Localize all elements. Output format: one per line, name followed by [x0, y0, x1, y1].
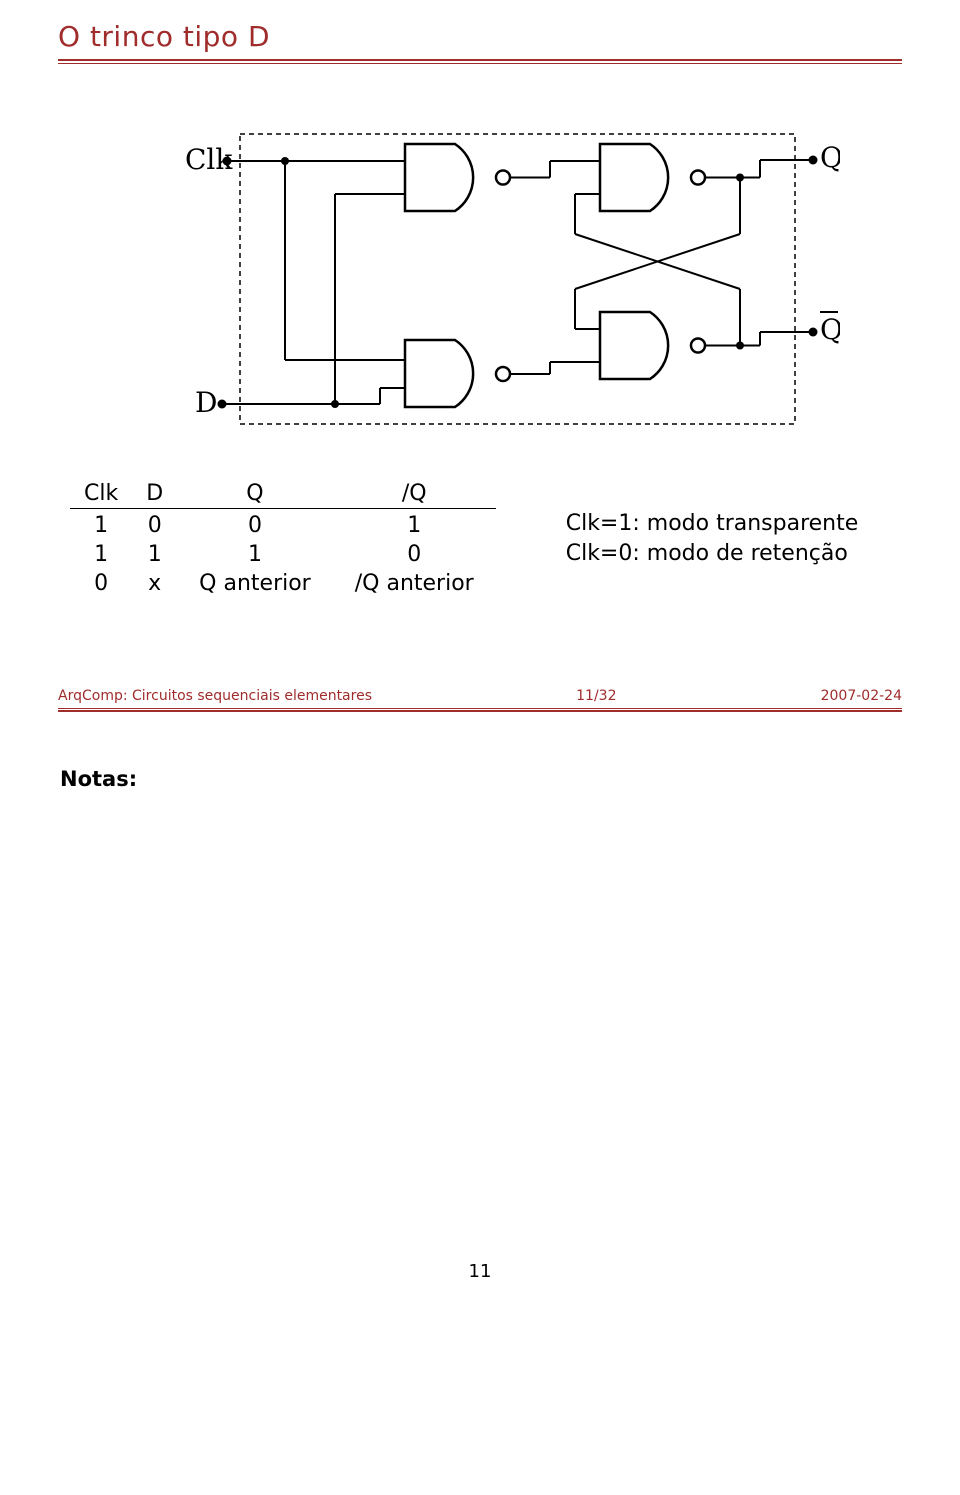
table-row: 1 1 1 0: [70, 540, 496, 569]
label-q: Q: [820, 141, 840, 174]
th-q: Q: [177, 479, 333, 509]
nand-gate-bottom-left: [405, 340, 510, 407]
th-qn: /Q: [333, 479, 496, 509]
title-rule-thin: [58, 63, 902, 64]
notes-heading: Notas:: [60, 767, 902, 791]
footer-left: ArqComp: Circuitos sequenciais elementar…: [58, 688, 372, 704]
footer-rule-thick: [58, 710, 902, 712]
slide-footer: ArqComp: Circuitos sequenciais elementar…: [58, 688, 902, 706]
footer-right: 2007-02-24: [821, 688, 902, 704]
truth-table: Clk D Q /Q 1 0 0 1 1 1 1 0: [70, 479, 496, 598]
title-rule: [58, 59, 902, 61]
nand-gate-top-right: [600, 144, 705, 211]
nand-gate-bottom-right: [600, 312, 705, 379]
page-number: 11: [58, 1261, 902, 1282]
mode-line-2: Clk=0: modo de retenção: [566, 539, 859, 569]
truth-header-row: Clk D Q /Q: [70, 479, 496, 509]
th-d: D: [132, 479, 177, 509]
footer-rule-thin: [58, 708, 902, 709]
footer-center: 11/32: [576, 688, 616, 704]
table-row: 1 0 0 1: [70, 509, 496, 541]
label-qbar: Q: [820, 313, 840, 346]
nand-gate-top-left: [405, 144, 510, 211]
table-row: 0 x Q anterior /Q anterior: [70, 569, 496, 598]
mode-notes: Clk=1: modo transparente Clk=0: modo de …: [566, 479, 859, 568]
label-d: D: [195, 386, 217, 419]
mode-line-1: Clk=1: modo transparente: [566, 509, 859, 539]
circuit-diagram: Clk D Q Q: [58, 114, 902, 444]
th-clk: Clk: [70, 479, 132, 509]
page-title: O trinco tipo D: [58, 20, 902, 53]
